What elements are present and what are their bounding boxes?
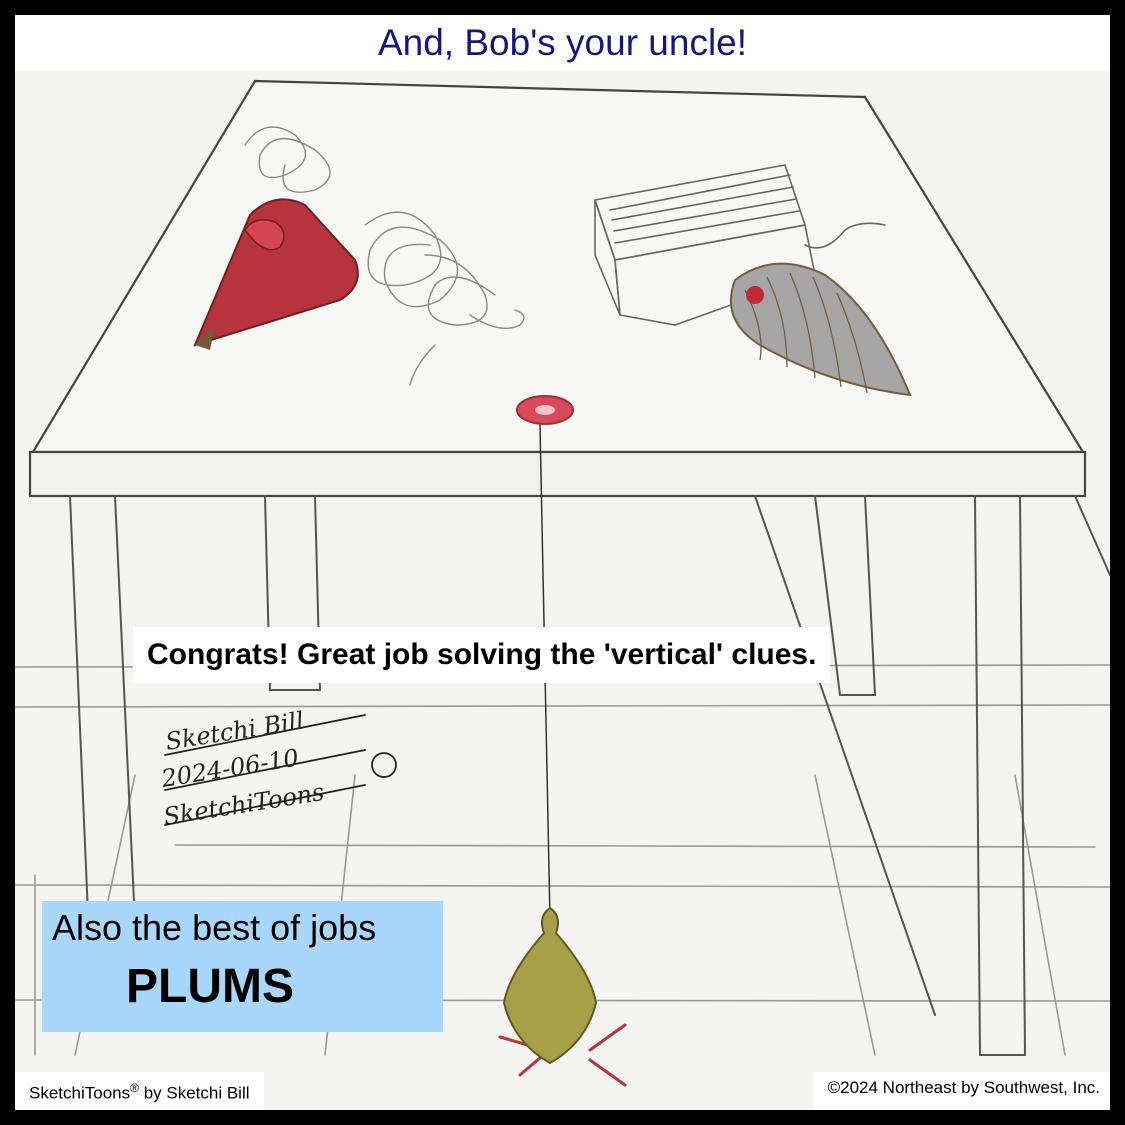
footer-brand-name: SketchiToons [29, 1083, 131, 1103]
book-sketch [593, 164, 886, 326]
red-plumb-bob [193, 198, 359, 350]
red-target-dot [516, 395, 574, 425]
answer-box-line1: Also the best of jobs [52, 907, 377, 948]
footer-byline: by Sketchi Bill [138, 1083, 250, 1103]
answer-box: Also the best of jobs PLUMS [42, 901, 443, 1032]
footer-copyright: ©2024 Northeast by Southwest, Inc. [813, 1072, 1110, 1110]
spring-scribble [244, 126, 525, 386]
artist-signature [164, 714, 397, 826]
footer-brand: SketchiToons® by Sketchi Bill [15, 1072, 264, 1110]
comic-title: And, Bob's your uncle! [15, 15, 1110, 71]
table-edge [28, 450, 1087, 498]
table-top [31, 79, 1085, 454]
registered-mark: ® [130, 1081, 139, 1095]
answer-box-answer: PLUMS [126, 960, 294, 1013]
caption-text: Congrats! Great job solving the 'vertica… [133, 627, 831, 683]
table-sketch-illustration: Sketchi Bill 2024-06-10 SketchiToons [15, 79, 1110, 1087]
comic-panel: Sketchi Bill 2024-06-10 SketchiToons And… [15, 15, 1110, 1110]
gray-plumb-bob [729, 262, 912, 397]
olive-plumb-bob [502, 906, 598, 1065]
